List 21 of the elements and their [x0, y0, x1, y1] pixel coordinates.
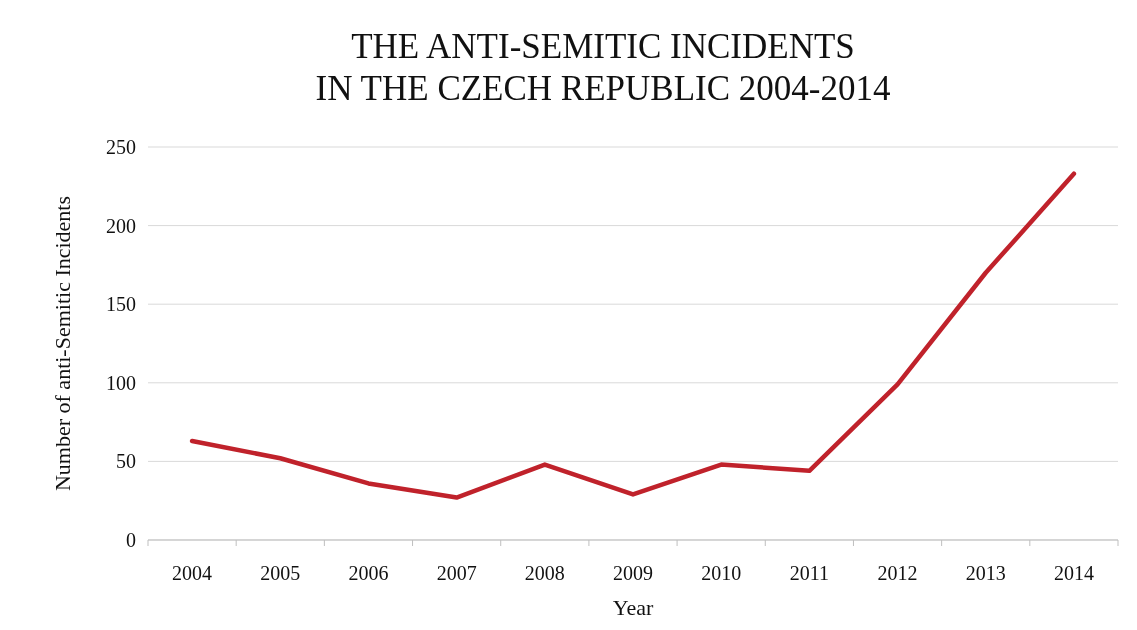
x-tick-label: 2013	[965, 562, 1006, 584]
x-tick-label: 2007	[436, 562, 477, 584]
x-axis-title: Year	[612, 595, 654, 620]
y-axis-title: Number of anti-Semitic Incidents	[50, 195, 75, 492]
x-tick-label: 2005	[260, 562, 301, 584]
x-tick-label: 2012	[877, 562, 918, 584]
line-series	[189, 171, 1077, 500]
y-tick-label: 100	[106, 371, 136, 394]
x-tick-label: 2004	[172, 562, 213, 584]
y-tick-label: 50	[116, 450, 136, 473]
y-tick-label: 150	[106, 293, 136, 316]
chart-title: THE ANTI-SEMITIC INCIDENTS IN THE CZECH REPUBLIC 2004-2014	[315, 27, 891, 108]
x-tick-label: 2006	[348, 562, 389, 584]
x-tick-label: 2010	[701, 562, 742, 584]
x-tick-label: 2011	[789, 562, 829, 584]
y-tick-label: 0	[126, 529, 136, 551]
x-tick-label: 2009	[613, 562, 653, 584]
y-tick-label: 250	[106, 136, 136, 158]
y-tick-label: 200	[106, 214, 136, 237]
x-tick-label: 2008	[524, 562, 565, 584]
x-tick-label: 2014	[1053, 562, 1094, 584]
